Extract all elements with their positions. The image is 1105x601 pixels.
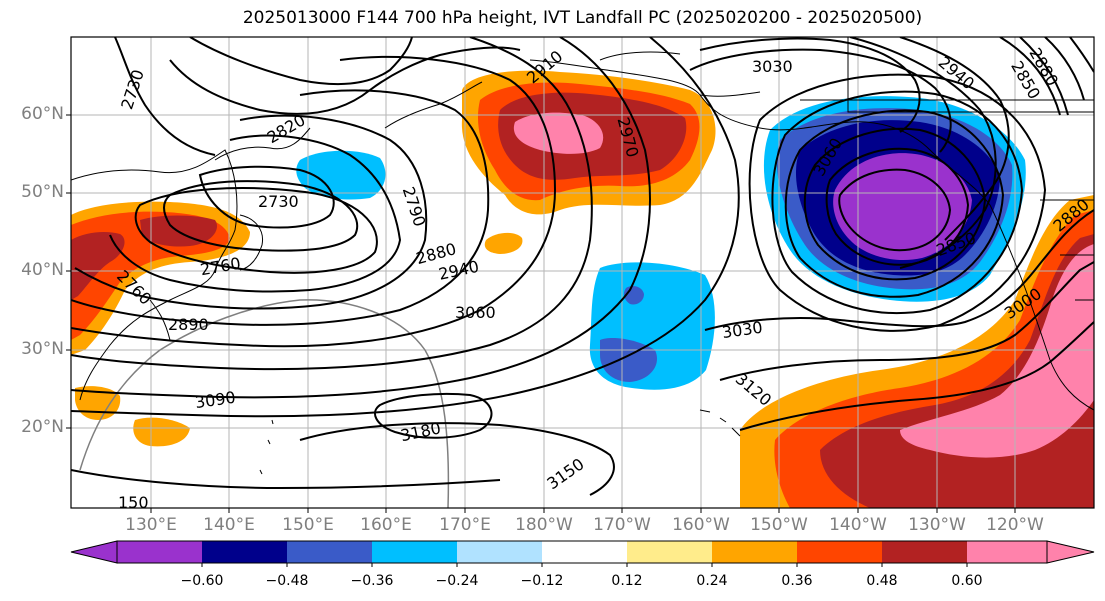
map-title: 2025013000 F144 700 hPa height, IVT Land… [242,8,923,28]
map-frame [70,36,1095,509]
longitude-label: 170°E [439,515,491,535]
colorbar-tick-label: 0.48 [866,573,898,589]
range-ring [79,299,450,508]
ivt-anomaly-positive-west [71,201,250,447]
latitude-label: 60°N [21,104,64,124]
graticule [71,37,1094,508]
longitude-label: 130°E [125,515,177,535]
latitude-label: 30°N [21,339,64,359]
longitude-label: 160°W [672,515,730,535]
colorbar-tick-label: 0.24 [696,573,728,589]
longitude-label: 160°E [360,515,412,535]
colorbar-tick-label: 0.12 [611,573,643,589]
colorbar-tick-label: −0.60 [180,573,224,589]
contour-label: 2890 [168,315,209,334]
longitude-label: 170°W [593,515,651,535]
colorbar-tick-label: −0.36 [350,573,394,589]
colorbar-tick-label: 0.60 [951,573,983,589]
longitude-label: 130°W [908,515,966,535]
contour-label: 2730 [258,192,299,211]
contour-label: 150 [118,493,149,512]
axis-ticks [66,114,1016,513]
longitude-label: 140°W [829,515,887,535]
coastlines [71,37,1094,475]
latitude-label: 40°N [21,260,64,280]
ivt-anomaly-positive-east [740,195,1094,508]
contour-label: 3060 [455,303,496,322]
contour-label: 3030 [752,57,793,76]
latitude-label: 20°N [21,417,64,437]
colorbar [70,540,1095,567]
longitude-label: 150°E [282,515,334,535]
height-contours [71,37,1094,496]
latitude-label: 50°N [21,182,64,202]
colorbar-tick-label: −0.12 [520,573,564,589]
colorbar-tick-label: −0.48 [265,573,309,589]
longitude-label: 150°W [750,515,808,535]
longitude-label: 140°E [203,515,255,535]
colorbar-tick-label: 0.36 [781,573,813,589]
longitude-label: 180°W [515,515,573,535]
longitude-label: 120°W [986,515,1044,535]
colorbar-tick-label: −0.24 [435,573,479,589]
map-plot-area: 2730 2820 2910 2970 3030 2940 2850 3060 … [71,37,1094,512]
ivt-anomaly-positive-north [461,70,716,254]
